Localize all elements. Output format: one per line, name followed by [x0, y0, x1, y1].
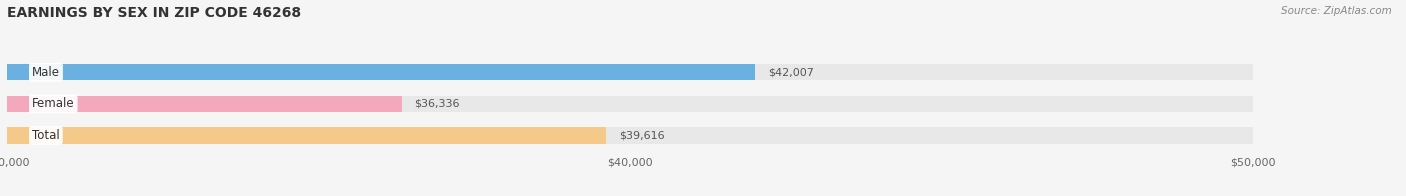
Bar	[7, 96, 1253, 112]
Text: $42,007: $42,007	[768, 67, 814, 77]
Text: Female: Female	[32, 97, 75, 110]
Text: Male: Male	[32, 66, 60, 79]
Bar	[7, 64, 1253, 81]
Bar	[7, 96, 402, 112]
Text: Total: Total	[32, 129, 59, 142]
Bar	[7, 127, 1253, 144]
Text: EARNINGS BY SEX IN ZIP CODE 46268: EARNINGS BY SEX IN ZIP CODE 46268	[7, 6, 301, 20]
Bar	[7, 64, 755, 81]
Bar	[7, 127, 606, 144]
Text: $39,616: $39,616	[619, 131, 664, 141]
Text: $36,336: $36,336	[415, 99, 460, 109]
Text: Source: ZipAtlas.com: Source: ZipAtlas.com	[1281, 6, 1392, 16]
